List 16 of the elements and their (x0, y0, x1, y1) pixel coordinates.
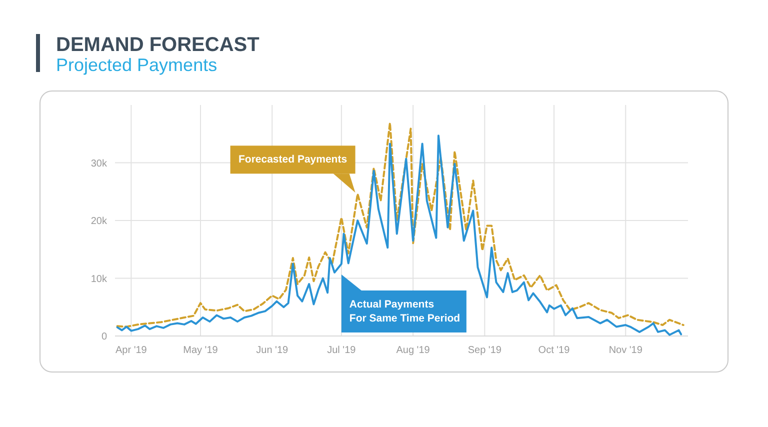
x-tick-label: Nov '19 (608, 345, 643, 356)
y-tick-label: 10k (90, 274, 108, 285)
x-tick-label: May '19 (183, 345, 218, 356)
x-tick-label: Apr '19 (115, 345, 148, 356)
x-tick-label: Sep '19 (468, 345, 502, 356)
y-tick-label: 30k (90, 158, 108, 170)
annotation: Actual Payments For Same Time Period (349, 298, 460, 324)
x-tick-label: Jun '19 (256, 345, 289, 356)
y-tick-label: 20k (90, 216, 108, 227)
chart-subtitle: Projected Payments (56, 55, 218, 75)
y-tick-label: 0 (101, 332, 108, 342)
x-tick-label: Aug '19 (396, 345, 430, 356)
chart-title: DEMAND FORECAST (56, 34, 260, 56)
x-tick-label: Oct '19 (538, 345, 570, 356)
x-tick-label: Jul '19 (327, 345, 356, 356)
annotation: Forecasted Payments (238, 154, 348, 166)
